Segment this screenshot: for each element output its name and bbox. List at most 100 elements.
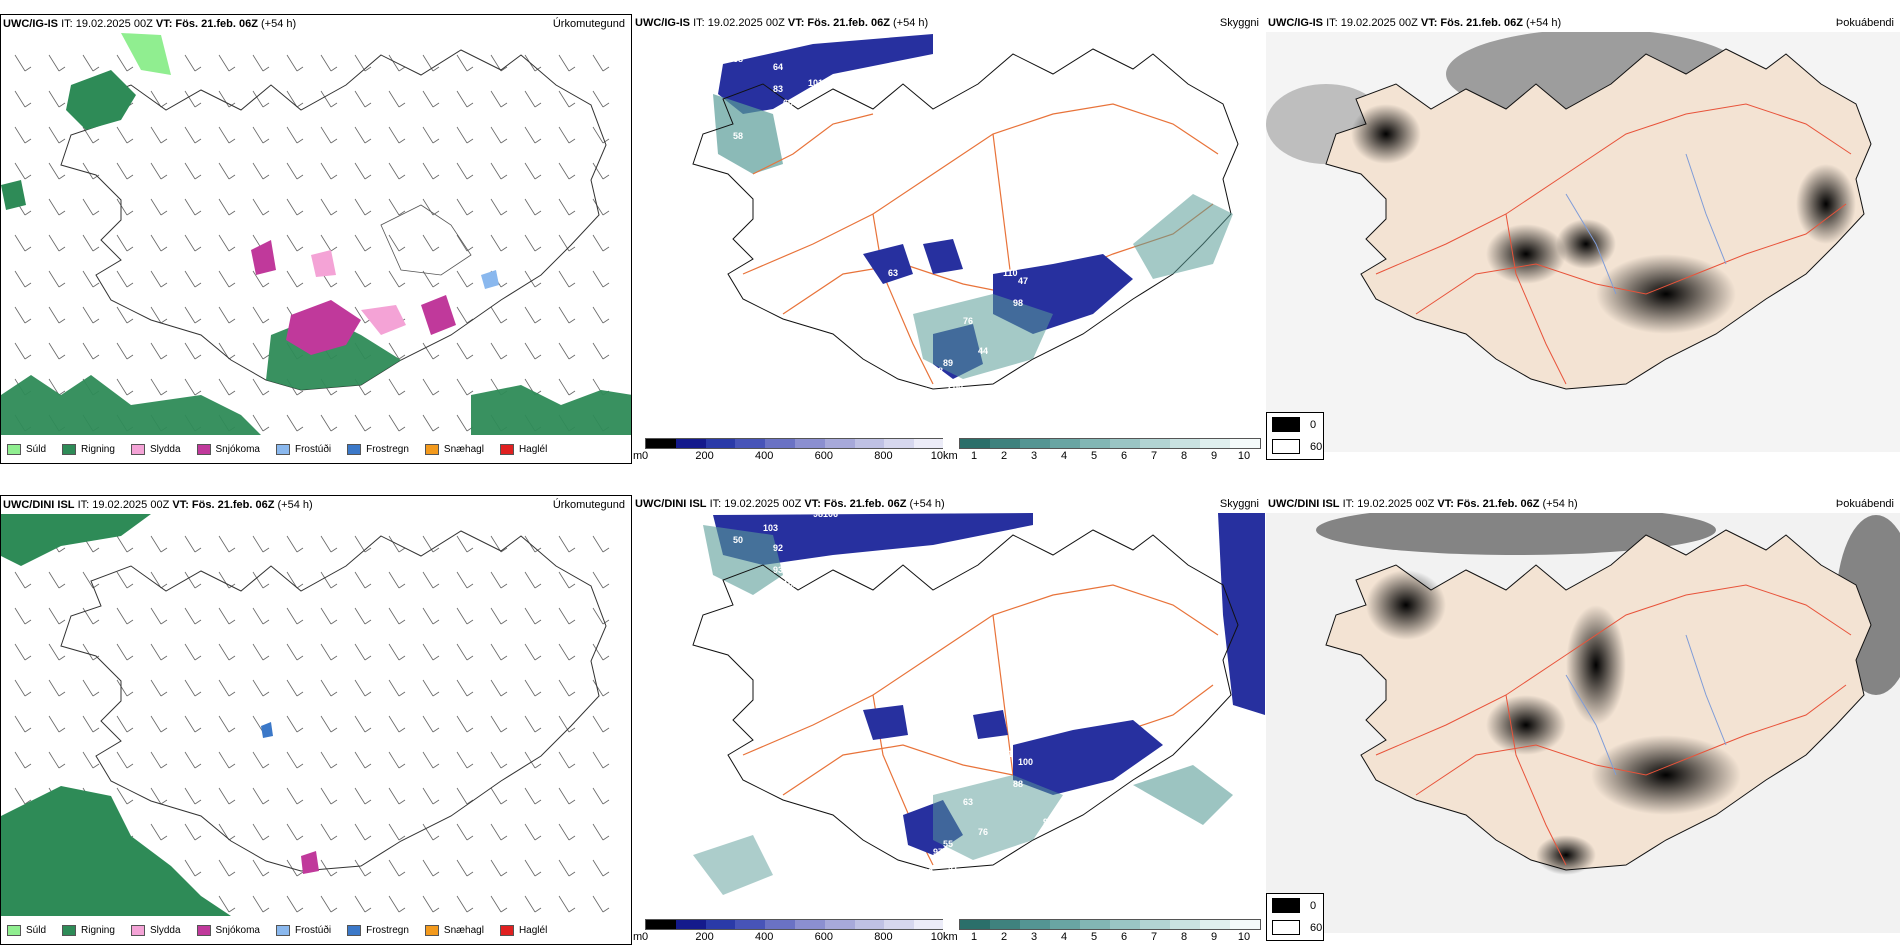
wind-barb xyxy=(14,787,26,805)
wind-barb xyxy=(592,342,604,360)
wind-barb-flag xyxy=(602,102,610,108)
colorbar-tick: 0 xyxy=(641,450,649,462)
wind-barb xyxy=(456,823,468,841)
ceiling-value-label: 58 xyxy=(733,131,743,141)
wind-barb xyxy=(456,54,468,72)
wind-barb-flag xyxy=(58,691,66,697)
visibility-unit: km xyxy=(943,450,958,462)
ceiling-value-label: 42 xyxy=(903,402,913,412)
wind-barb xyxy=(14,234,26,252)
wind-barb xyxy=(150,607,162,625)
wind-barb-flag xyxy=(24,318,32,324)
wind-barb xyxy=(14,715,26,733)
wind-barb-flag xyxy=(126,691,134,697)
wind-barb-flag xyxy=(466,871,474,877)
colorbar-tick: 10 xyxy=(1237,450,1251,462)
wind-barb-flag xyxy=(398,907,406,913)
wind-barb xyxy=(184,234,196,252)
fog-map xyxy=(1266,505,1900,933)
wind-barb xyxy=(252,198,264,216)
wind-barb-flag xyxy=(194,354,202,360)
wind-barb-flag xyxy=(398,354,406,360)
wind-barb-flag xyxy=(432,799,440,805)
wind-barb xyxy=(320,535,332,553)
wind-barb-flag xyxy=(24,727,32,733)
wind-barb xyxy=(116,306,128,324)
wind-barb-flag xyxy=(364,871,372,877)
wind-barb xyxy=(524,306,536,324)
wind-barb xyxy=(524,643,536,661)
wind-barb xyxy=(116,342,128,360)
wind-barb xyxy=(422,895,434,913)
wind-barb xyxy=(286,895,298,913)
colorbar-tick: 2 xyxy=(1000,931,1008,943)
wind-barb xyxy=(592,306,604,324)
wind-barb xyxy=(218,162,230,180)
wind-barb-flag xyxy=(228,655,236,661)
ceiling-value-label: 60 xyxy=(783,98,793,108)
ceiling-value-label: 50 xyxy=(733,535,743,545)
colorbar-tick: 800 xyxy=(874,450,893,462)
wind-barb xyxy=(150,198,162,216)
wind-barb xyxy=(422,823,434,841)
wind-barb-flag xyxy=(24,282,32,288)
wind-barb xyxy=(116,787,128,805)
wind-barb-flag xyxy=(296,210,304,216)
wind-barb-flag xyxy=(194,318,202,324)
ceiling-value-label: 65 xyxy=(733,612,743,622)
wind-barb xyxy=(490,895,502,913)
ceiling-ticks: 02004006008001000 xyxy=(633,931,955,945)
rain-area-south xyxy=(1,315,631,435)
wind-barb-flag xyxy=(432,763,440,769)
wind-barb xyxy=(116,607,128,625)
wind-barb-flag xyxy=(296,246,304,252)
precip-legend-label: Snjókoma xyxy=(215,924,260,936)
wind-barb-flag xyxy=(330,138,338,144)
wind-barb xyxy=(48,162,60,180)
wind-barb xyxy=(150,162,162,180)
wind-barb-flag xyxy=(194,583,202,589)
colorbar-segment xyxy=(1050,920,1080,929)
wind-barb-flag xyxy=(568,354,576,360)
wind-barb xyxy=(524,823,536,841)
wind-barb-flag xyxy=(126,547,134,553)
wind-barb-flag xyxy=(500,66,508,72)
ceiling-labels: 98106 103 50 92 93 94 102 106104 65 54 65 57 71 100 13… xyxy=(733,509,1058,893)
colorbar-segment xyxy=(1170,920,1200,929)
wind-barb xyxy=(558,198,570,216)
wind-barb-flag xyxy=(568,655,576,661)
wind-barb-flag xyxy=(568,763,576,769)
wind-barb-flag xyxy=(364,907,372,913)
wind-barb xyxy=(456,342,468,360)
wind-barb xyxy=(320,823,332,841)
wind-barb-flag xyxy=(160,583,168,589)
ceiling-value-label: 93 xyxy=(773,565,783,575)
wind-barb xyxy=(422,342,434,360)
ceiling-value-label: 94 xyxy=(808,559,818,569)
wind-barb xyxy=(286,414,298,432)
wind-barb-flag xyxy=(296,138,304,144)
colorbar-segment xyxy=(914,920,944,929)
visibility-panel-row1: UWC/IG-IS IT: 19.02.2025 00Z VT: Fös. 21… xyxy=(633,14,1265,464)
wind-barb xyxy=(422,270,434,288)
valid-time: VT: Fös. 21.feb. 06Z xyxy=(1420,17,1523,29)
wind-barb xyxy=(388,607,400,625)
wind-barb xyxy=(456,198,468,216)
panel-header: UWC/DINI ISL IT: 19.02.2025 00Z VT: Fös.… xyxy=(1266,495,1900,513)
colorbar-segment xyxy=(1170,439,1200,448)
wind-barb xyxy=(388,126,400,144)
wind-barb-flag xyxy=(58,102,66,108)
wind-barb xyxy=(320,715,332,733)
wind-barb-flag xyxy=(58,583,66,589)
wind-barb-flag xyxy=(330,210,338,216)
precip-legend-item: Snæhagl xyxy=(424,443,484,455)
wind-barb xyxy=(116,643,128,661)
ceiling-value-label: 65 xyxy=(818,745,828,755)
wind-barb-flag xyxy=(568,907,576,913)
wind-barb-flag xyxy=(126,174,134,180)
wind-barb-flag xyxy=(364,799,372,805)
wind-barb xyxy=(524,571,536,589)
wind-barb xyxy=(82,643,94,661)
wind-barb xyxy=(116,198,128,216)
